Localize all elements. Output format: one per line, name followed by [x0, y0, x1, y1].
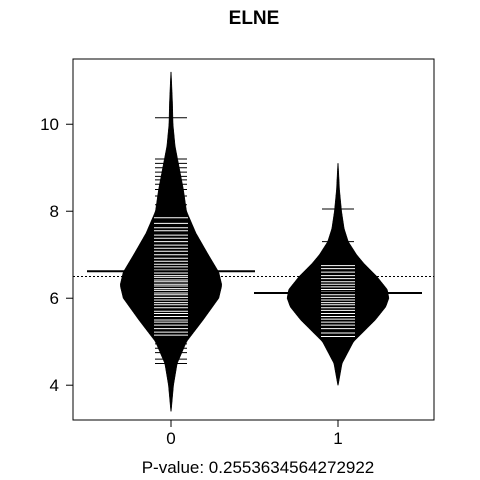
- beans-layer: [73, 71, 434, 412]
- y-tick-label: 10: [40, 115, 59, 134]
- chart-title: ELNE: [229, 8, 280, 29]
- x-tick-label: 0: [166, 429, 175, 448]
- bean-group-1: [254, 163, 422, 386]
- y-tick-label: 8: [50, 202, 59, 221]
- x-tick-label: 1: [333, 429, 342, 448]
- x-axis-label: P-value: 0.2553634564272922: [142, 458, 375, 477]
- bean-density-1: [286, 163, 390, 386]
- y-axis: 4 6 8 10: [40, 115, 74, 395]
- y-tick-label: 4: [50, 376, 59, 395]
- y-tick-label: 6: [50, 289, 59, 308]
- bean-group-0: [87, 71, 255, 412]
- plot-frame: [72, 58, 435, 421]
